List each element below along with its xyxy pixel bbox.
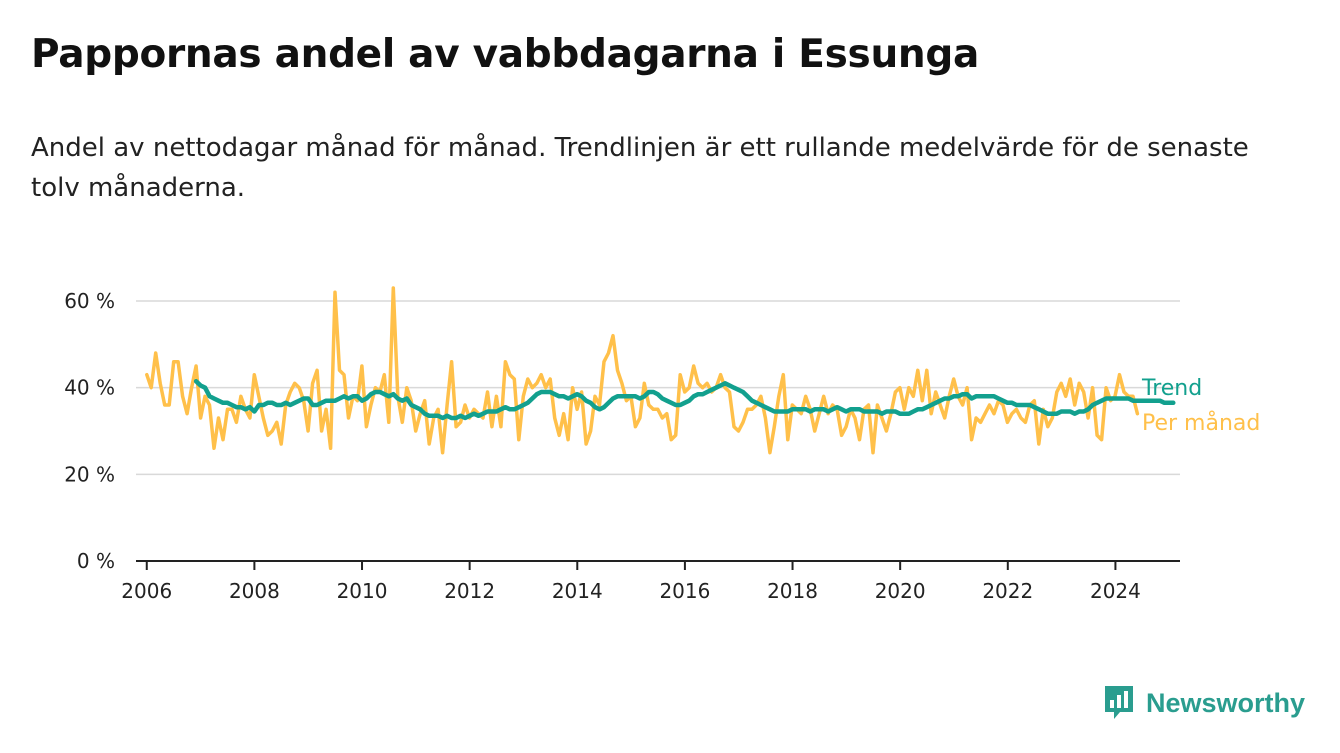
x-tick-label: 2010 (337, 579, 388, 603)
y-tick-label: 60 % (64, 289, 115, 313)
monthly-line (145, 286, 1140, 455)
legend: Trend Per månad (1141, 376, 1260, 436)
legend-per-manad: Per månad (1142, 410, 1260, 436)
bar-chart-speech-bubble-icon (1105, 686, 1133, 719)
legend-trend: Trend (1141, 376, 1202, 401)
chart-subtitle: Andel av nettodagar månad för månad. Tre… (31, 133, 1249, 203)
x-tick-label: 2012 (444, 579, 495, 603)
brand-name: Newsworthy (1146, 687, 1306, 718)
y-tick-label: 0 % (77, 549, 115, 573)
gridlines (136, 300, 1180, 476)
chart-title: Pappornas andel av vabbdagarna i Essunga (31, 32, 980, 77)
x-tick-label: 2024 (1090, 579, 1141, 603)
series-lines (145, 286, 1176, 455)
x-axis: 2006 2008 2010 2012 2014 2016 2018 2020 2022 2024 (121, 560, 1180, 603)
x-tick-label: 2008 (229, 579, 280, 603)
trend-line (193, 378, 1176, 421)
newsworthy-brand[interactable]: Newsworthy (1102, 683, 1305, 723)
x-tick-label: 2018 (767, 579, 818, 603)
y-tick-label: 20 % (64, 462, 115, 486)
x-tick-label: 2022 (982, 579, 1033, 603)
x-tick-label: 2016 (659, 579, 710, 603)
y-tick-label: 40 % (64, 376, 115, 400)
x-tick-label: 2014 (552, 579, 603, 603)
y-axis: 0 % 20 % 40 % 60 % (64, 289, 115, 573)
x-tick-label: 2006 (121, 579, 172, 603)
x-tick-label: 2020 (875, 579, 926, 603)
